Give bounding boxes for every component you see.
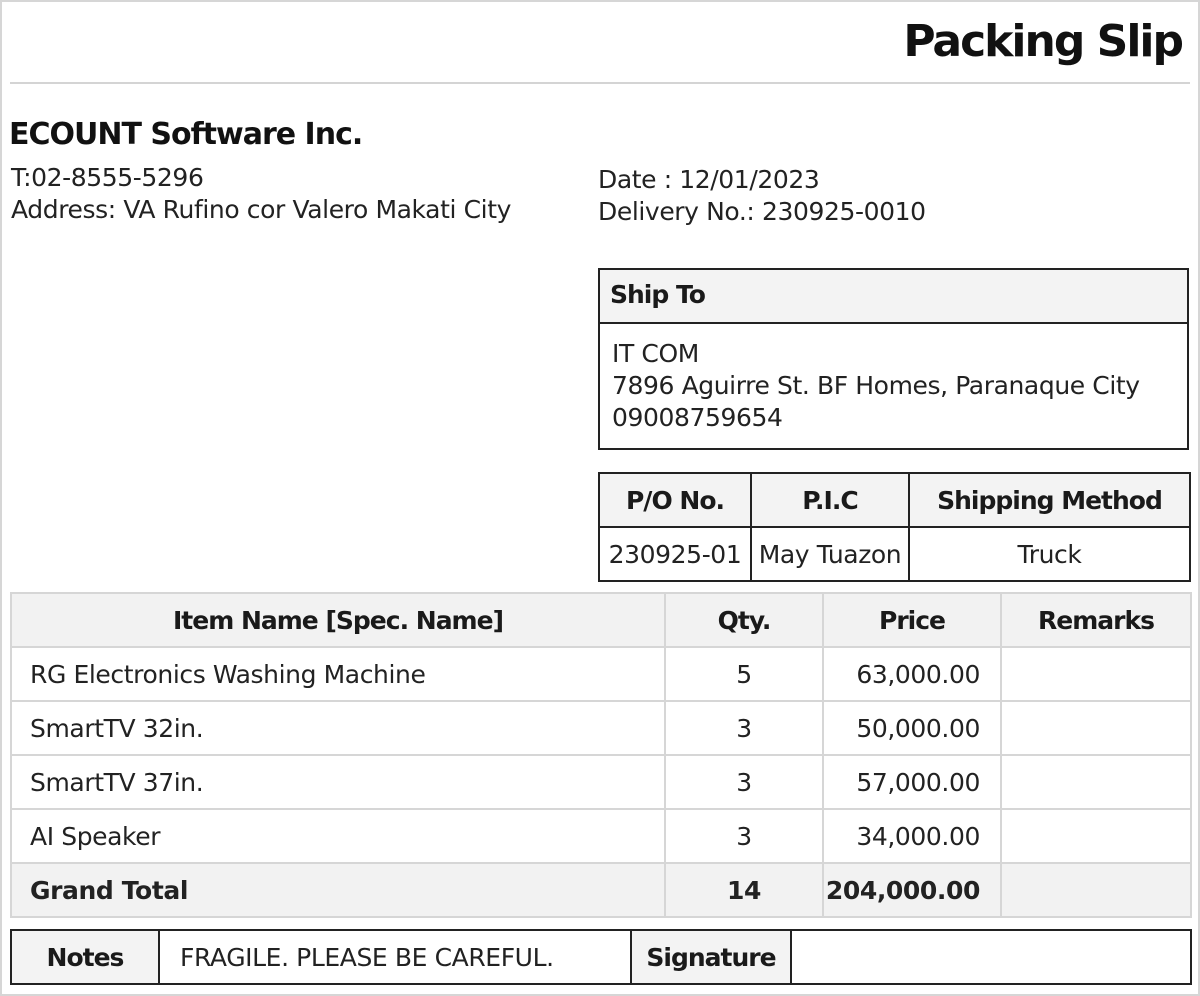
- ship-to-details: IT COM 7896 Aguirre St. BF Homes, Parana…: [600, 324, 1187, 448]
- company-address: Address: VA Rufino cor Valero Makati Cit…: [11, 195, 511, 224]
- item-name: RG Electronics Washing Machine: [10, 646, 666, 702]
- ship-to-phone: 09008759654: [612, 403, 783, 432]
- item-name: AI Speaker: [10, 808, 666, 864]
- item-name: SmartTV 37in.: [10, 754, 666, 810]
- item-price: 57,000.00: [822, 754, 1002, 810]
- item-price: 34,000.00: [822, 808, 1002, 864]
- company-phone: T:02-8555-5296: [11, 163, 204, 192]
- delivery-number: Delivery No.: 230925-0010: [598, 197, 926, 226]
- company-name: ECOUNT Software Inc.: [9, 117, 363, 152]
- po-number-value: 230925-01: [598, 526, 752, 582]
- signature-label: Signature: [630, 929, 792, 985]
- ship-to-label: Ship To: [600, 270, 1187, 324]
- order-info-table: P/O No. P.I.C Shipping Method 230925-01 …: [598, 472, 1191, 582]
- notes-value: FRAGILE. PLEASE BE CAREFUL.: [158, 929, 632, 985]
- item-remarks: [1000, 646, 1192, 702]
- order-info-value-row: 230925-01 May Tuazon Truck: [598, 526, 1191, 582]
- pic-value: May Tuazon: [750, 526, 910, 582]
- item-qty: 5: [664, 646, 824, 702]
- item-name: SmartTV 32in.: [10, 700, 666, 756]
- notes-signature-table: Notes FRAGILE. PLEASE BE CAREFUL. Signat…: [10, 929, 1192, 985]
- items-header-row: Item Name [Spec. Name] Qty. Price Remark…: [10, 592, 1192, 648]
- item-price: 63,000.00: [822, 646, 1002, 702]
- items-table: Item Name [Spec. Name] Qty. Price Remark…: [10, 592, 1192, 918]
- item-remarks: [1000, 808, 1192, 864]
- item-qty: 3: [664, 808, 824, 864]
- po-number-header: P/O No.: [598, 472, 752, 528]
- item-qty: 3: [664, 754, 824, 810]
- title-divider: [10, 82, 1190, 84]
- shipping-method-header: Shipping Method: [908, 472, 1191, 528]
- ship-to-box: Ship To IT COM 7896 Aguirre St. BF Homes…: [598, 268, 1189, 450]
- signature-field: [790, 929, 1192, 985]
- document-meta: Date : 12/01/2023 Delivery No.: 230925-0…: [598, 164, 926, 228]
- pic-header: P.I.C: [750, 472, 910, 528]
- grand-total-qty: 14: [664, 862, 824, 918]
- grand-total-remarks: [1000, 862, 1192, 918]
- table-row: SmartTV 32in. 3 50,000.00: [10, 700, 1192, 756]
- grand-total-price: 204,000.00: [822, 862, 1002, 918]
- notes-label: Notes: [10, 929, 160, 985]
- remarks-header: Remarks: [1000, 592, 1192, 648]
- order-info-header-row: P/O No. P.I.C Shipping Method: [598, 472, 1191, 528]
- table-row: RG Electronics Washing Machine 5 63,000.…: [10, 646, 1192, 702]
- item-qty: 3: [664, 700, 824, 756]
- item-price: 50,000.00: [822, 700, 1002, 756]
- price-header: Price: [822, 592, 1002, 648]
- item-remarks: [1000, 754, 1192, 810]
- grand-total-label: Grand Total: [10, 862, 666, 918]
- notes-row: Notes FRAGILE. PLEASE BE CAREFUL. Signat…: [10, 929, 1192, 985]
- qty-header: Qty.: [664, 592, 824, 648]
- company-info: T:02-8555-5296 Address: VA Rufino cor Va…: [11, 162, 511, 226]
- document-date: Date : 12/01/2023: [598, 165, 820, 194]
- ship-to-name: IT COM: [612, 339, 699, 368]
- item-name-header: Item Name [Spec. Name]: [10, 592, 666, 648]
- shipping-method-value: Truck: [908, 526, 1191, 582]
- ship-to-address: 7896 Aguirre St. BF Homes, Paranaque Cit…: [612, 371, 1140, 400]
- table-row: SmartTV 37in. 3 57,000.00: [10, 754, 1192, 810]
- document-title: Packing Slip: [903, 16, 1184, 67]
- grand-total-row: Grand Total 14 204,000.00: [10, 862, 1192, 918]
- item-remarks: [1000, 700, 1192, 756]
- table-row: AI Speaker 3 34,000.00: [10, 808, 1192, 864]
